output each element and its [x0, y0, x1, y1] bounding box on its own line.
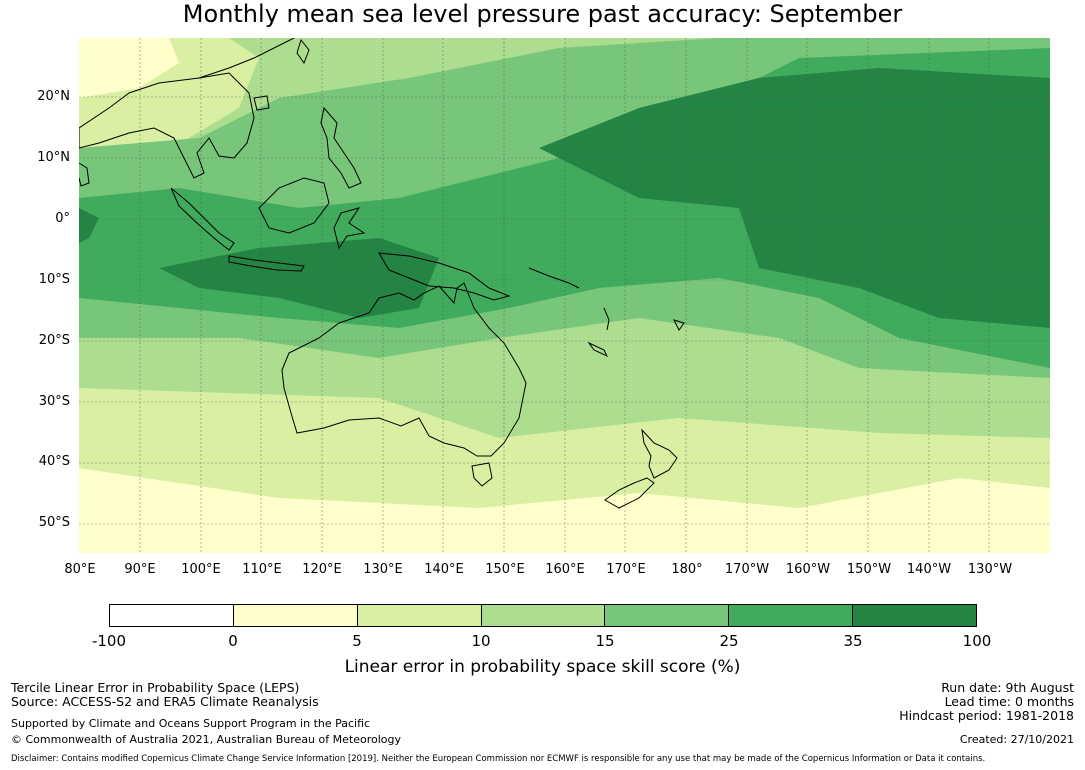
coast-taiwan	[296, 38, 310, 65]
graticule	[79, 38, 1050, 553]
colorbar-tick: -100	[91, 632, 127, 650]
coast-new-zealand-south	[604, 477, 655, 509]
colorbar-swatch	[481, 605, 606, 626]
coast-philippines	[320, 106, 362, 189]
colorbar-swatch	[605, 605, 730, 626]
colorbar	[109, 604, 977, 627]
lon-label: 160°W	[785, 562, 831, 577]
lon-label: 170°E	[606, 562, 646, 577]
method-text: Tercile Linear Error in Probability Spac…	[11, 680, 300, 695]
coast-new-guinea	[378, 252, 511, 301]
colorbar-tick: 15	[595, 632, 615, 650]
lat-label: 20°N	[37, 89, 70, 104]
colorbar-swatch	[853, 605, 977, 626]
lon-label: 150°W	[846, 562, 892, 577]
lon-label: 130°E	[363, 562, 403, 577]
lat-label: 50°S	[38, 515, 70, 530]
coast-solomon-islands	[528, 267, 580, 289]
field-band-0-5-nw	[79, 38, 179, 98]
colorbar-tick: 10	[471, 632, 491, 650]
colorbar-label: Linear error in probability space skill …	[344, 657, 741, 677]
skill-map	[79, 38, 1050, 553]
colorbar-swatch	[729, 605, 854, 626]
lat-label: 20°S	[38, 333, 70, 348]
field-band-0-5-sw	[79, 498, 319, 553]
coast-indochina	[79, 72, 255, 179]
colorbar-swatch	[233, 605, 358, 626]
lon-label: 110°E	[242, 562, 282, 577]
colorbar-swatch	[357, 605, 482, 626]
coast-borneo	[258, 177, 330, 234]
lon-label: 90°E	[124, 562, 156, 577]
coast-fiji	[673, 319, 685, 331]
coastlines	[79, 38, 685, 509]
colorbar-tick: 0	[228, 632, 238, 650]
lat-label: 10°N	[37, 150, 70, 165]
colorbar-tick: 35	[843, 632, 863, 650]
lon-label: 180°	[671, 562, 703, 577]
coast-sumatra	[170, 187, 235, 251]
coast-tasmania	[471, 462, 493, 487]
field-band-35-100-west	[79, 208, 99, 243]
coast-hainan	[253, 95, 270, 111]
disclaimer-text: Disclaimer: Contains modified Copernicus…	[11, 754, 986, 764]
lat-label: 40°S	[38, 454, 70, 469]
lon-label: 80°E	[64, 562, 96, 577]
field-band-35-100-pacific	[539, 68, 1050, 328]
run-date-text: Run date: 9th August	[941, 680, 1074, 695]
lat-label: 30°S	[38, 394, 70, 409]
copyright-text: © Commonwealth of Australia 2021, Austra…	[11, 733, 401, 746]
lead-time-text: Lead time: 0 months	[944, 694, 1074, 709]
lon-label: 140°E	[424, 562, 464, 577]
coast-java	[228, 255, 305, 272]
lon-label: 160°E	[545, 562, 585, 577]
coast-australia	[281, 282, 527, 457]
lat-label: 10°S	[38, 272, 70, 287]
source-text: Source: ACCESS-S2 and ERA5 Climate Reana…	[11, 694, 319, 709]
colorbar-tick: 100	[962, 632, 992, 650]
lon-label: 100°E	[181, 562, 221, 577]
created-text: Created: 27/10/2021	[959, 733, 1074, 746]
lat-label: 0°	[55, 211, 70, 226]
page-title: Monthly mean sea level pressure past acc…	[182, 0, 903, 28]
lon-label: 150°E	[485, 562, 525, 577]
lon-label: 170°W	[724, 562, 770, 577]
coast-vanuatu	[603, 307, 610, 331]
hindcast-text: Hindcast period: 1981-2018	[899, 708, 1074, 723]
colorbar-swatch	[110, 605, 234, 626]
colorbar-tick: 25	[719, 632, 739, 650]
coast-sulawesi	[333, 207, 366, 250]
coast-new-zealand-north	[641, 428, 678, 479]
support-text: Supported by Climate and Oceans Support …	[11, 717, 371, 730]
coast-new-caledonia	[587, 341, 609, 358]
lon-label: 120°E	[302, 562, 342, 577]
coast-sri-lanka	[79, 162, 90, 187]
lon-label: 130°W	[967, 562, 1013, 577]
skill-field	[79, 38, 1050, 553]
coast-china	[198, 38, 295, 79]
colorbar-tick: 5	[352, 632, 362, 650]
lon-label: 140°W	[906, 562, 952, 577]
